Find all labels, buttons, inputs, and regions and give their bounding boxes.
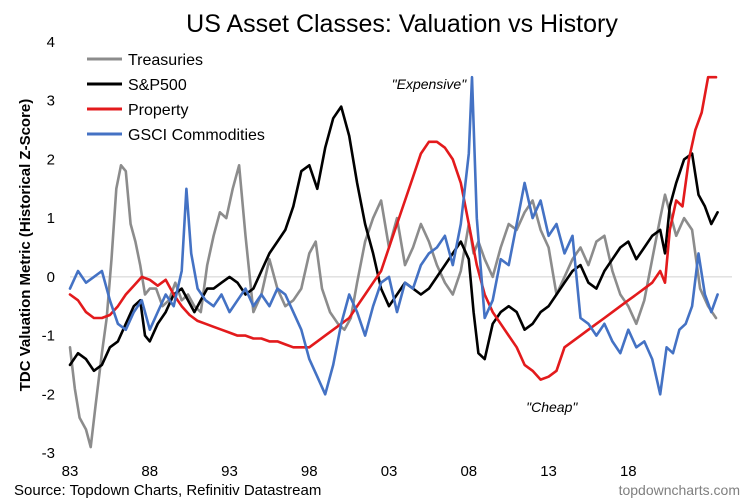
y-tick-label: 2 xyxy=(47,151,55,168)
x-tick-label: 13 xyxy=(540,463,557,480)
chart-title: US Asset Classes: Valuation vs History xyxy=(186,10,618,38)
x-tick-label: 98 xyxy=(301,463,318,480)
source-note: Source: Topdown Charts, Refinitiv Datast… xyxy=(14,482,321,498)
legend-label-property: Property xyxy=(128,102,188,119)
y-axis-label: TDC Valuation Metric (Historical Z-Score… xyxy=(17,99,34,392)
legend-label-treasuries: Treasuries xyxy=(128,52,203,69)
x-tick-label: 93 xyxy=(221,463,238,480)
y-tick-labels: -3 -2 -1 0 1 2 3 4 xyxy=(42,34,55,462)
series-line-property xyxy=(68,75,718,381)
x-tick-labels: 83 88 93 98 03 08 13 18 xyxy=(62,463,637,480)
watermark: topdowncharts.com xyxy=(619,482,740,498)
y-tick-label: -1 xyxy=(42,328,55,345)
legend-label-s-p500: S&P500 xyxy=(128,77,187,94)
x-tick-label: 18 xyxy=(620,463,637,480)
y-tick-label: -2 xyxy=(42,386,55,403)
x-tick-label: 88 xyxy=(141,463,158,480)
x-tick-label: 83 xyxy=(62,463,79,480)
series-line-gsci-commodities xyxy=(68,75,719,396)
x-tick-label: 03 xyxy=(381,463,398,480)
series-line-s-p500 xyxy=(68,105,719,373)
y-tick-label: 3 xyxy=(47,93,55,110)
annotation-expensive: "Expensive" xyxy=(392,76,468,92)
x-tick-label: 08 xyxy=(460,463,477,480)
annotations: "Expensive" "Cheap" xyxy=(392,76,579,415)
annotation-cheap: "Cheap" xyxy=(526,399,578,415)
series-line-treasuries xyxy=(68,164,718,449)
legend-label-gsci-commodities: GSCI Commodities xyxy=(128,127,265,144)
y-tick-label: 0 xyxy=(47,269,55,286)
y-tick-label: 4 xyxy=(47,34,55,51)
series-lines xyxy=(68,75,719,449)
y-tick-label: 1 xyxy=(47,210,55,227)
legend: Treasuries S&P500 Property GSCI Commodities xyxy=(87,52,265,144)
y-tick-label: -3 xyxy=(42,445,55,462)
